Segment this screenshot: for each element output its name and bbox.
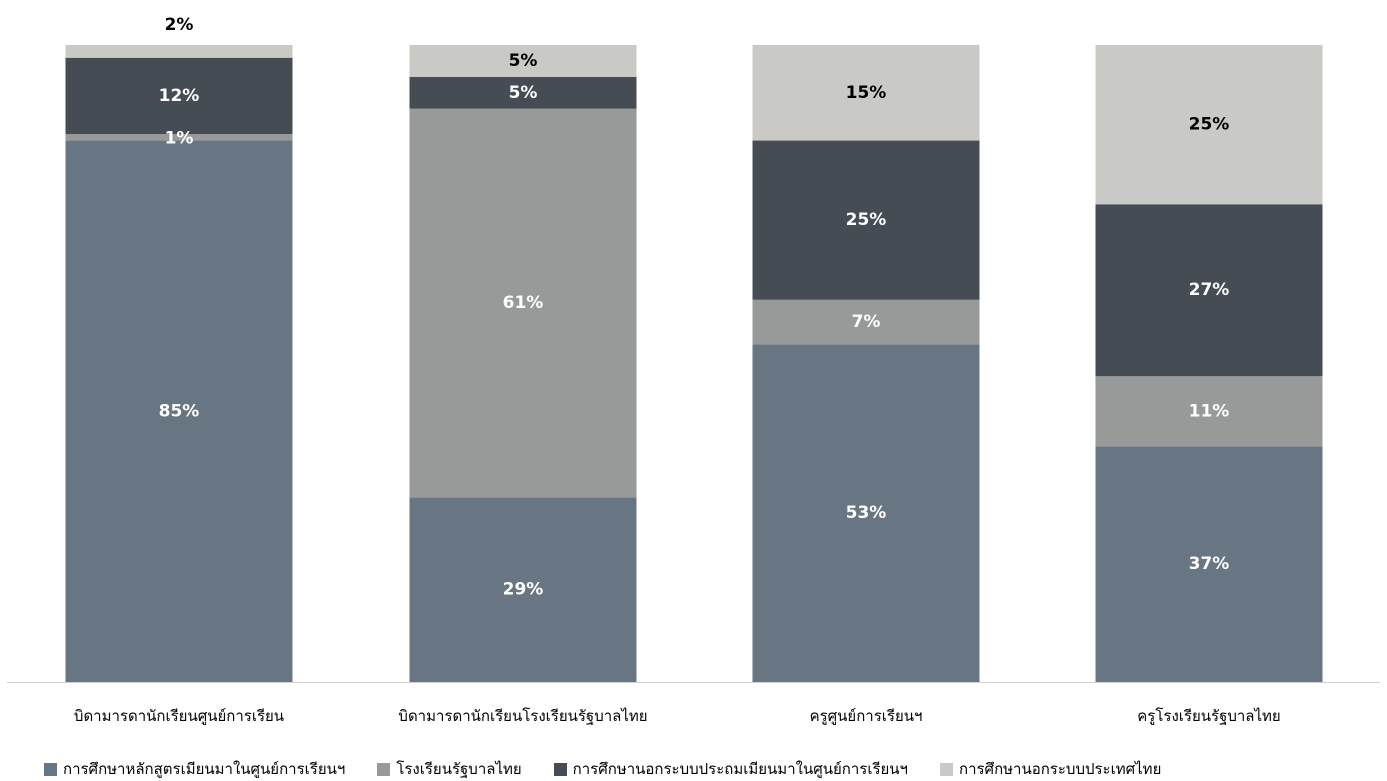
data-label: 85%	[159, 401, 200, 421]
data-label: 27%	[1189, 280, 1230, 300]
chart-svg: 85% 1% 12% 2% บิดามารดานักเรียนศูนย์การเรียน…	[7, 15, 1380, 725]
data-label: 2%	[165, 15, 194, 35]
bar-stack-4	[1095, 45, 1323, 682]
data-label: 1%	[165, 128, 194, 148]
legend-item: การศึกษานอกระบบประเทศไทย	[939, 757, 1162, 781]
data-label: 53%	[846, 503, 887, 523]
legend-label: การศึกษานอกระบบประถมเมียนมาในศูนย์การเรี…	[572, 760, 908, 778]
bar-segment	[1095, 45, 1323, 205]
category-label: บิดามารดานักเรียนศูนย์การเรียน	[74, 707, 284, 725]
bar-segment	[1095, 376, 1323, 447]
legend-swatch	[377, 762, 391, 776]
bar-segment	[752, 45, 980, 141]
category-label: ครูโรงเรียนรัฐบาลไทย	[1137, 707, 1280, 725]
chart-legend: การศึกษาหลักสูตรเมียนมาในศูนย์การเรียนฯ โ…	[44, 758, 1161, 780]
legend-item: โรงเรียนรัฐบาลไทย	[377, 757, 522, 781]
data-label: 15%	[846, 83, 887, 103]
data-label: 5%	[509, 51, 538, 71]
legend-swatch	[44, 762, 57, 776]
data-label: 29%	[503, 580, 544, 600]
bar-segment	[65, 140, 293, 683]
bar-segment	[752, 344, 980, 682]
category-label: ครูศูนย์การเรียนฯ	[810, 707, 923, 725]
bar-stack-2	[409, 45, 637, 682]
bar-segment	[409, 497, 637, 682]
category-label: บิดามารดานักเรียนโรงเรียนรัฐบาลไทย	[398, 707, 647, 725]
data-label: 5%	[509, 83, 538, 103]
data-label: 11%	[1189, 401, 1230, 421]
bar-segment	[752, 299, 980, 345]
bar-segment	[65, 134, 293, 141]
bar-segment	[409, 45, 637, 77]
bar-segment	[1095, 204, 1323, 377]
legend-swatch	[553, 762, 567, 776]
data-label: 37%	[1189, 554, 1230, 574]
legend-label: การศึกษาหลักสูตรเมียนมาในศูนย์การเรียนฯ	[63, 760, 346, 778]
bar-segment	[65, 57, 293, 135]
bar-segment	[409, 76, 637, 109]
bar-stack-1	[65, 45, 293, 683]
legend-swatch	[939, 762, 953, 776]
data-label: 25%	[1189, 115, 1230, 135]
legend-label: โรงเรียนรัฐบาลไทย	[396, 760, 522, 778]
data-label: 25%	[846, 210, 887, 230]
data-label: 61%	[503, 293, 544, 313]
data-label: 7%	[852, 312, 881, 332]
bar-segment	[409, 108, 637, 498]
legend-item: การศึกษาหลักสูตรเมียนมาในศูนย์การเรียนฯ	[44, 757, 345, 781]
data-label: 12%	[159, 86, 200, 106]
bar-segment	[752, 140, 980, 300]
bar-segment	[1095, 446, 1323, 682]
bar-segment	[65, 45, 293, 58]
legend-item: การศึกษานอกระบบประถมเมียนมาในศูนย์การเรี…	[553, 757, 908, 781]
legend-label: การศึกษานอกระบบประเทศไทย	[958, 760, 1162, 778]
bar-stack-3	[752, 45, 980, 682]
